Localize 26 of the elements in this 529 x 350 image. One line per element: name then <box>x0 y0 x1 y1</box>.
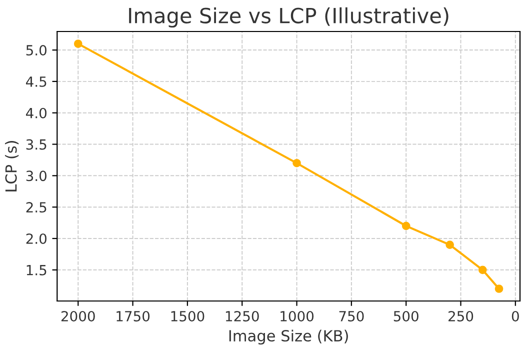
point <box>446 240 454 249</box>
y-axis-title: LCP (s) <box>4 141 19 192</box>
x-tick-label: 1500 <box>171 310 204 322</box>
chart-title: Image Size vs LCP (Illustrative) <box>129 7 448 28</box>
x-tick-label: 1750 <box>116 310 150 322</box>
y-tick-label: 5.0 <box>26 45 46 56</box>
y-tick-label: 4.5 <box>26 76 46 87</box>
y-tick-label: 2.0 <box>26 233 46 244</box>
y-tick-label: 2.5 <box>26 202 46 213</box>
y-tick-label: 1.5 <box>26 265 46 276</box>
x-tick-label: 0 <box>512 310 519 322</box>
x-tick-label: 250 <box>448 310 474 322</box>
x-tick-label: 750 <box>339 310 364 322</box>
x-tick-label: 1000 <box>280 310 314 322</box>
x-tick-label: 1250 <box>226 310 259 322</box>
point <box>402 222 410 230</box>
point <box>292 158 301 168</box>
x-axis-title: Image Size (KB) <box>229 330 348 345</box>
point <box>494 284 504 293</box>
point <box>74 40 82 48</box>
y-tick-label: 3.5 <box>26 139 46 150</box>
x-tick-label: 2000 <box>61 310 95 322</box>
point <box>478 266 487 274</box>
y-tick-label: 3.0 <box>26 170 46 182</box>
x-tick-label: 500 <box>394 310 418 322</box>
y-tick-label: 4.0 <box>26 108 46 118</box>
